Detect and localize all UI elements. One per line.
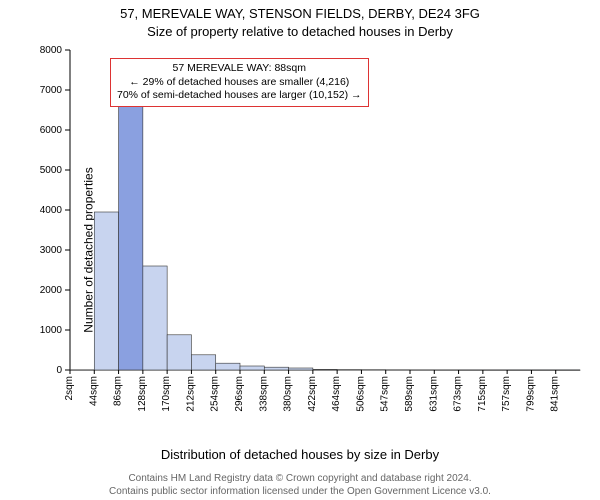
svg-text:7000: 7000 (40, 85, 63, 96)
svg-text:3000: 3000 (40, 245, 63, 256)
histogram-bar (434, 370, 458, 371)
svg-text:1000: 1000 (40, 325, 63, 336)
svg-text:5000: 5000 (40, 165, 63, 176)
svg-text:631sqm: 631sqm (428, 376, 439, 412)
histogram-bar (70, 370, 94, 371)
svg-text:296sqm: 296sqm (234, 376, 245, 412)
histogram-bar (143, 266, 167, 370)
svg-text:338sqm: 338sqm (258, 376, 269, 412)
svg-text:422sqm: 422sqm (307, 376, 318, 412)
svg-text:44sqm: 44sqm (88, 376, 99, 406)
annotation-line1: 57 MEREVALE WAY: 88sqm (117, 62, 362, 76)
chart-container: 57, MEREVALE WAY, STENSON FIELDS, DERBY,… (0, 0, 600, 500)
annotation-line3: 70% of semi-detached houses are larger (… (117, 89, 362, 103)
svg-text:2000: 2000 (40, 285, 63, 296)
svg-text:170sqm: 170sqm (161, 376, 172, 412)
histogram-bar (94, 212, 118, 370)
footer-line2: Contains public sector information licen… (0, 485, 600, 498)
svg-text:673sqm: 673sqm (453, 376, 464, 412)
histogram-bar (556, 370, 580, 371)
svg-text:506sqm: 506sqm (355, 376, 366, 412)
histogram-bar (289, 368, 313, 370)
svg-text:254sqm: 254sqm (210, 376, 221, 412)
svg-text:547sqm: 547sqm (380, 376, 391, 412)
svg-text:464sqm: 464sqm (331, 376, 342, 412)
svg-text:86sqm: 86sqm (113, 376, 124, 406)
histogram-bar (337, 370, 361, 371)
histogram-bar (507, 370, 531, 371)
svg-text:0: 0 (56, 365, 62, 376)
svg-text:715sqm: 715sqm (477, 376, 488, 412)
histogram-bar (531, 370, 555, 371)
svg-text:6000: 6000 (40, 125, 63, 136)
annotation-box: 57 MEREVALE WAY: 88sqm ← 29% of detached… (110, 58, 369, 107)
svg-text:4000: 4000 (40, 205, 63, 216)
histogram-bar (313, 369, 337, 370)
svg-text:799sqm: 799sqm (525, 376, 536, 412)
histogram-bar (410, 370, 434, 371)
x-axis-label: Distribution of detached houses by size … (0, 447, 600, 462)
histogram-bar (167, 335, 191, 370)
histogram-bar (361, 370, 385, 371)
histogram-bar (216, 363, 240, 370)
svg-text:2sqm: 2sqm (64, 376, 75, 400)
footer-attribution: Contains HM Land Registry data © Crown c… (0, 472, 600, 498)
svg-text:212sqm: 212sqm (185, 376, 196, 412)
histogram-bar (386, 370, 410, 371)
svg-text:128sqm: 128sqm (137, 376, 148, 412)
histogram-bar (459, 370, 483, 371)
histogram-bar (264, 367, 288, 370)
svg-text:841sqm: 841sqm (550, 376, 561, 412)
histogram-bar (483, 370, 507, 371)
footer-line1: Contains HM Land Registry data © Crown c… (0, 472, 600, 485)
svg-text:757sqm: 757sqm (501, 376, 512, 412)
histogram-bar (240, 366, 264, 370)
histogram-bar (191, 355, 215, 370)
histogram-bar (119, 102, 143, 370)
svg-text:8000: 8000 (40, 45, 63, 56)
annotation-line2: ← 29% of detached houses are smaller (4,… (117, 76, 362, 90)
svg-text:589sqm: 589sqm (404, 376, 415, 412)
svg-text:380sqm: 380sqm (283, 376, 294, 412)
